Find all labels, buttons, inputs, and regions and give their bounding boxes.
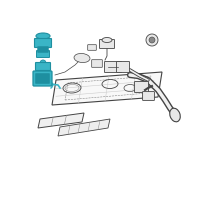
- Circle shape: [149, 37, 155, 43]
- FancyBboxPatch shape: [134, 82, 148, 92]
- Circle shape: [146, 34, 158, 46]
- FancyBboxPatch shape: [88, 45, 96, 50]
- Polygon shape: [52, 72, 162, 105]
- FancyBboxPatch shape: [104, 62, 122, 72]
- Ellipse shape: [102, 38, 112, 43]
- FancyBboxPatch shape: [33, 71, 52, 86]
- Ellipse shape: [36, 33, 50, 39]
- Polygon shape: [58, 119, 110, 136]
- FancyBboxPatch shape: [36, 62, 50, 71]
- FancyBboxPatch shape: [92, 60, 102, 67]
- FancyBboxPatch shape: [38, 47, 48, 52]
- FancyBboxPatch shape: [36, 73, 50, 84]
- FancyBboxPatch shape: [143, 92, 154, 100]
- Circle shape: [40, 60, 46, 66]
- Ellipse shape: [74, 53, 90, 63]
- FancyBboxPatch shape: [35, 38, 52, 47]
- FancyBboxPatch shape: [116, 62, 130, 72]
- FancyBboxPatch shape: [100, 40, 114, 48]
- Ellipse shape: [170, 108, 180, 122]
- FancyBboxPatch shape: [36, 50, 50, 58]
- Polygon shape: [38, 113, 84, 128]
